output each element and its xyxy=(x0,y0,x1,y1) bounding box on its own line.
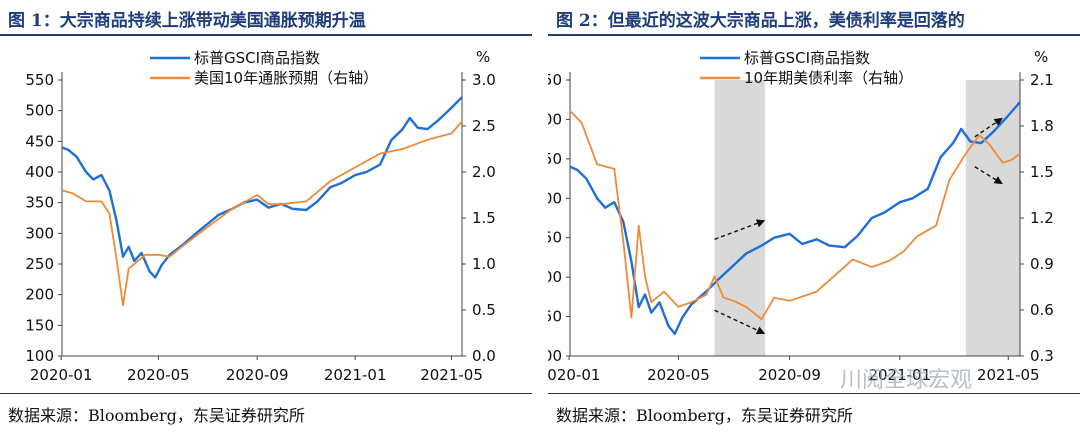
x-tick-label: 2020-05 xyxy=(127,366,190,384)
title-rule-2 xyxy=(548,34,1080,36)
right-y-tick-label: 1.5 xyxy=(472,209,496,227)
series-line-1 xyxy=(61,96,463,279)
chart-title-1: 图 1：大宗商品持续上涨带动美国通胀预期升温 xyxy=(8,11,366,31)
left-y-tick-label: 450 xyxy=(548,150,562,168)
x-tick-label: 2020-01 xyxy=(30,366,93,384)
legend-label-2: 美国10年通胀预期（右轴） xyxy=(194,69,378,87)
chart-svg-1: 100 150 200 250 300 350 400 450 500 550 0.0 0.5 1.0 1… xyxy=(25,48,496,384)
x-tick-label: 2020-09 xyxy=(226,366,289,384)
left-y-tick-label: 500 xyxy=(548,110,562,128)
right-y-tick-label: 1.2 xyxy=(1030,209,1054,227)
trend-arrow-3 xyxy=(974,117,1004,138)
chart-panel-2: 图 2：但最近的这波大宗商品上涨，美债利率是回落的 200 250 300 350 40… xyxy=(548,0,1080,433)
watermark: 川阅全球宏观 xyxy=(840,368,973,393)
left-y-tick-label: 200 xyxy=(548,347,562,365)
trend-arrow-2 xyxy=(714,309,766,335)
source-rule-2 xyxy=(548,393,1080,394)
left-y-tick-label: 350 xyxy=(25,194,54,212)
right-axis-unit: % xyxy=(476,48,490,66)
legend-label-1: 标普GSCI商品指数 xyxy=(194,49,320,67)
title-rule-1 xyxy=(0,34,532,36)
x-tick-label: 2020-05 xyxy=(647,366,710,384)
series-line-2 xyxy=(61,120,463,307)
x-tick-label: 2021-05 xyxy=(420,366,483,384)
left-y-tick-label: 250 xyxy=(548,308,562,326)
x-tick-label: 2021-01 xyxy=(324,366,387,384)
trend-arrow-4 xyxy=(974,166,1004,185)
left-y-tick-label: 400 xyxy=(548,189,562,207)
series-line-1 xyxy=(569,101,1021,336)
x-tick-label: 2021-01 xyxy=(868,366,931,384)
left-y-tick-label: 300 xyxy=(548,268,562,286)
legend-label-2: 10年期美债利率（右轴） xyxy=(744,69,913,87)
right-y-tick-label: 1.0 xyxy=(472,255,496,273)
chart-panel-1: 图 1：大宗商品持续上涨带动美国通胀预期升温 100 150 200 250 300 35… xyxy=(0,0,532,433)
right-y-tick-label: 0.9 xyxy=(1030,255,1054,273)
x-tick-label: 2021-05 xyxy=(977,366,1040,384)
left-y-tick-label: 500 xyxy=(25,102,54,120)
left-y-tick-label: 200 xyxy=(25,286,54,304)
source-note-1: 数据来源：Bloomberg，东吴证券研究所 xyxy=(8,406,305,425)
right-y-tick-label: 0.0 xyxy=(472,347,496,365)
source-rule-1 xyxy=(0,393,532,394)
series-line-2 xyxy=(569,110,1021,321)
right-y-tick-label: 1.5 xyxy=(1030,163,1054,181)
right-axis-unit: % xyxy=(1034,48,1048,66)
right-y-tick-label: 2.0 xyxy=(472,163,496,181)
source-note-2: 数据来源：Bloomberg，东吴证券研究所 xyxy=(556,406,853,425)
left-y-tick-label: 350 xyxy=(548,229,562,247)
right-y-tick-label: 0.3 xyxy=(1030,347,1054,365)
trend-arrow-1 xyxy=(714,219,766,240)
left-y-tick-label: 400 xyxy=(25,163,54,181)
right-y-tick-label: 2.1 xyxy=(1030,71,1054,89)
left-y-tick-label: 300 xyxy=(25,224,54,242)
shaded-period-1 xyxy=(714,80,766,356)
legend-label-1: 标普GSCI商品指数 xyxy=(744,49,870,67)
right-y-tick-label: 0.6 xyxy=(1030,301,1054,319)
left-y-tick-label: 250 xyxy=(25,255,54,273)
right-y-tick-label: 0.5 xyxy=(472,301,496,319)
x-tick-label: 2020-01 xyxy=(548,366,600,384)
right-y-tick-label: 2.5 xyxy=(472,117,496,135)
chart-title-2: 图 2：但最近的这波大宗商品上涨，美债利率是回落的 xyxy=(556,11,965,31)
left-y-tick-label: 100 xyxy=(25,347,54,365)
left-y-tick-label: 550 xyxy=(25,71,54,89)
right-y-tick-label: 1.8 xyxy=(1030,117,1054,135)
x-tick-label: 2020-09 xyxy=(758,366,821,384)
left-y-tick-label: 450 xyxy=(25,132,54,150)
left-y-tick-label: 550 xyxy=(548,71,562,89)
chart-svg-2: 200 250 300 350 400 450 500 550 0.3 0.6 0.9 1.2 1.5 1… xyxy=(548,48,1054,384)
shaded-period-2 xyxy=(965,80,1020,356)
left-y-tick-label: 150 xyxy=(25,316,54,334)
right-y-tick-label: 3.0 xyxy=(472,71,496,89)
